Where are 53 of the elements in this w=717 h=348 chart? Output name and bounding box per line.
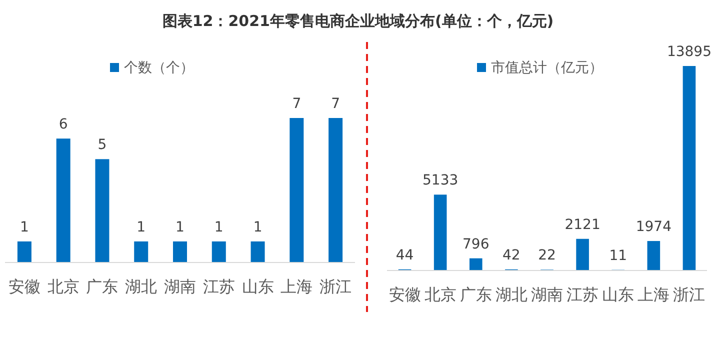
bar xyxy=(328,118,343,262)
bar xyxy=(56,138,70,262)
bar xyxy=(469,258,482,270)
data-label: 5133 xyxy=(422,172,458,189)
x-tick-label: 江苏 xyxy=(202,277,235,296)
x-tick-label: 上海 xyxy=(638,285,670,304)
data-label: 13895 xyxy=(666,44,712,60)
bar xyxy=(647,241,660,270)
data-label: 42 xyxy=(502,247,520,264)
bar xyxy=(434,194,447,270)
data-label: 5 xyxy=(98,137,107,154)
x-tick-label: 湖北 xyxy=(125,277,158,296)
data-label: 22 xyxy=(538,248,556,264)
x-tick-label: 湖南 xyxy=(164,277,196,296)
data-label: 1974 xyxy=(636,219,672,236)
bar xyxy=(212,241,226,262)
x-tick-label: 山东 xyxy=(602,285,634,304)
data-label: 11 xyxy=(609,248,628,264)
bar xyxy=(17,241,32,262)
data-label: 7 xyxy=(331,96,340,112)
data-label: 796 xyxy=(462,236,490,252)
bar xyxy=(250,241,265,262)
bar xyxy=(290,118,304,262)
x-tick-label: 安徽 xyxy=(8,277,40,296)
x-tick-label: 北京 xyxy=(47,277,80,296)
bar xyxy=(173,241,187,262)
data-label: 1 xyxy=(136,219,146,236)
x-tick-label: 湖南 xyxy=(531,285,563,304)
data-label: 1 xyxy=(20,219,29,236)
bar xyxy=(576,238,589,270)
x-tick-label: 江苏 xyxy=(566,285,599,304)
x-tick-label: 北京 xyxy=(424,285,456,304)
x-tick-label: 上海 xyxy=(280,277,313,296)
x-tick-label: 安徽 xyxy=(388,285,421,304)
chart-title: 图表12：2021年零售电商企业地域分布(单位：个，亿元) xyxy=(162,12,554,30)
x-tick-label: 广东 xyxy=(86,277,118,296)
x-tick-label: 浙江 xyxy=(320,277,352,296)
x-tick-label: 山东 xyxy=(242,277,274,296)
data-label: 1 xyxy=(176,219,184,236)
x-tick-label: 湖北 xyxy=(495,285,528,304)
bar xyxy=(682,66,696,270)
data-label: 6 xyxy=(58,116,68,133)
data-label: 7 xyxy=(292,96,302,112)
data-label: 1 xyxy=(214,219,224,236)
legend-label: 个数（个） xyxy=(124,60,194,76)
data-label: 2121 xyxy=(564,216,600,233)
data-label: 1 xyxy=(253,219,262,236)
bar xyxy=(134,241,148,262)
data-label: 44 xyxy=(396,247,414,264)
x-tick-label: 浙江 xyxy=(673,285,706,304)
bar xyxy=(95,159,110,262)
legend-label: 市值总计（亿元） xyxy=(491,60,603,76)
x-tick-label: 广东 xyxy=(460,285,492,304)
